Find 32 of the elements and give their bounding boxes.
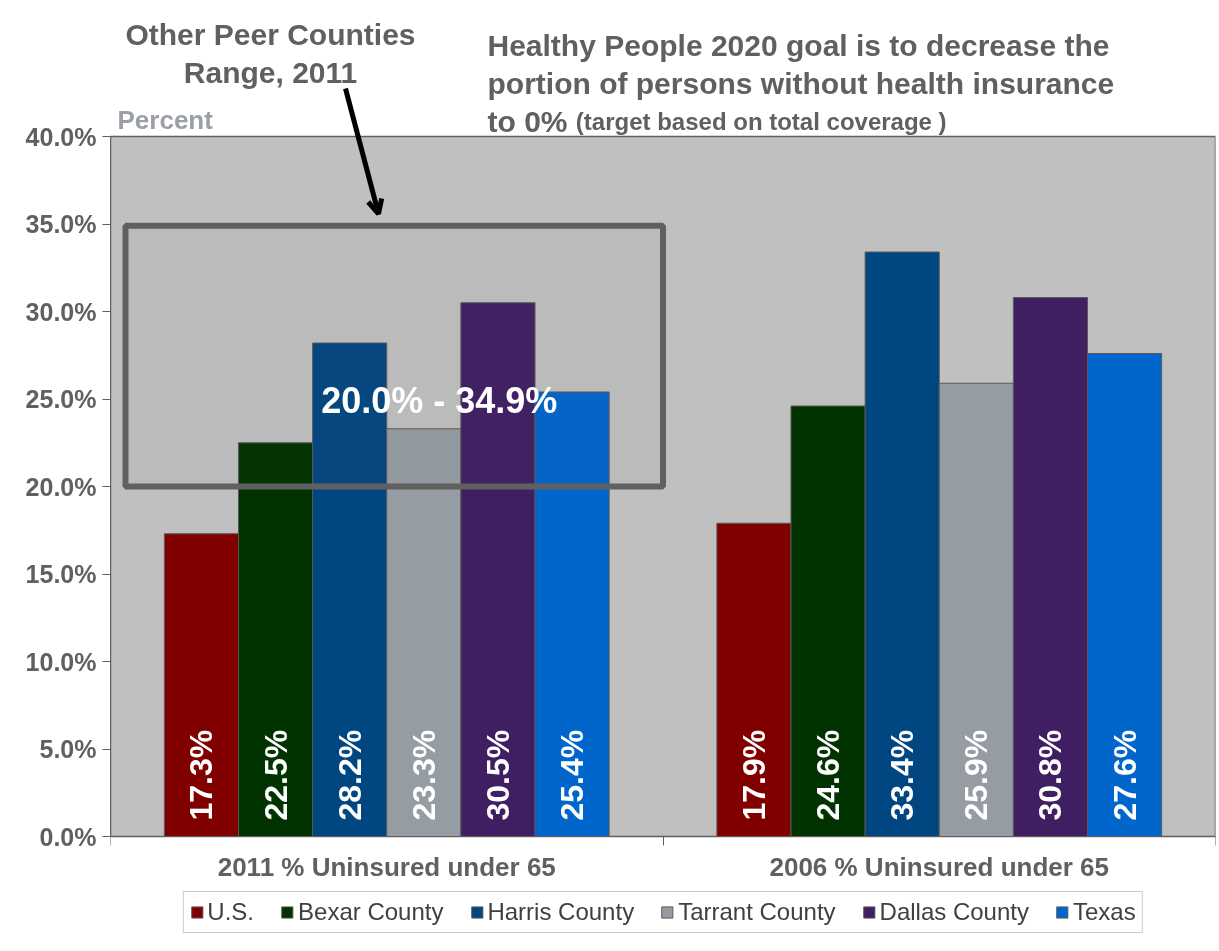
legend-label: Dallas County xyxy=(879,898,1029,926)
data-label: 25.4% xyxy=(554,729,591,821)
y-tick-label: 20.0% xyxy=(25,472,97,501)
data-label: 24.6% xyxy=(810,729,847,821)
data-label: 27.6% xyxy=(1106,729,1143,821)
y-tick-label: 35.0% xyxy=(25,210,97,238)
data-label: 30.8% xyxy=(1032,729,1069,821)
data-label: 28.2% xyxy=(331,729,368,821)
y-tick-label: 30.0% xyxy=(25,297,97,326)
text: Other Peer Counties Range, 2011 xyxy=(125,18,416,89)
legend-label: Texas xyxy=(1072,898,1136,926)
data-label: 17.9% xyxy=(735,729,772,821)
legend-label: Harris County xyxy=(487,898,635,926)
y-tick-label: 40.0% xyxy=(25,122,97,151)
legend-label: U.S. xyxy=(207,898,255,926)
y-tick-label: 25.0% xyxy=(25,385,97,413)
data-label: 30.5% xyxy=(479,729,516,821)
y-tick-label: 10.0% xyxy=(25,647,97,676)
data-label: 22.5% xyxy=(257,729,294,821)
y-axis-title: Percent xyxy=(117,104,214,135)
x-tick-label: 2011 % Uninsured under 65 xyxy=(217,851,556,882)
data-label: 25.9% xyxy=(958,729,995,821)
annotation: Healthy People 2020 goal is to decrease the portion of persons without health insurance to 0% (target based on total coverage ) xyxy=(487,29,1115,138)
data-label: 33.4% xyxy=(884,729,921,821)
y-tick-label: 15.0% xyxy=(25,560,97,588)
legend-label: Bexar County xyxy=(298,898,444,926)
x-tick-label: 2006 % Uninsured under 65 xyxy=(769,851,1110,882)
y-tick-label: 5.0% xyxy=(39,735,97,763)
data-label: 23.3% xyxy=(405,729,442,821)
data-label: 17.3% xyxy=(183,729,220,821)
y-tick-label: 0.0% xyxy=(39,822,97,851)
legend-label: Tarrant County xyxy=(678,898,836,926)
